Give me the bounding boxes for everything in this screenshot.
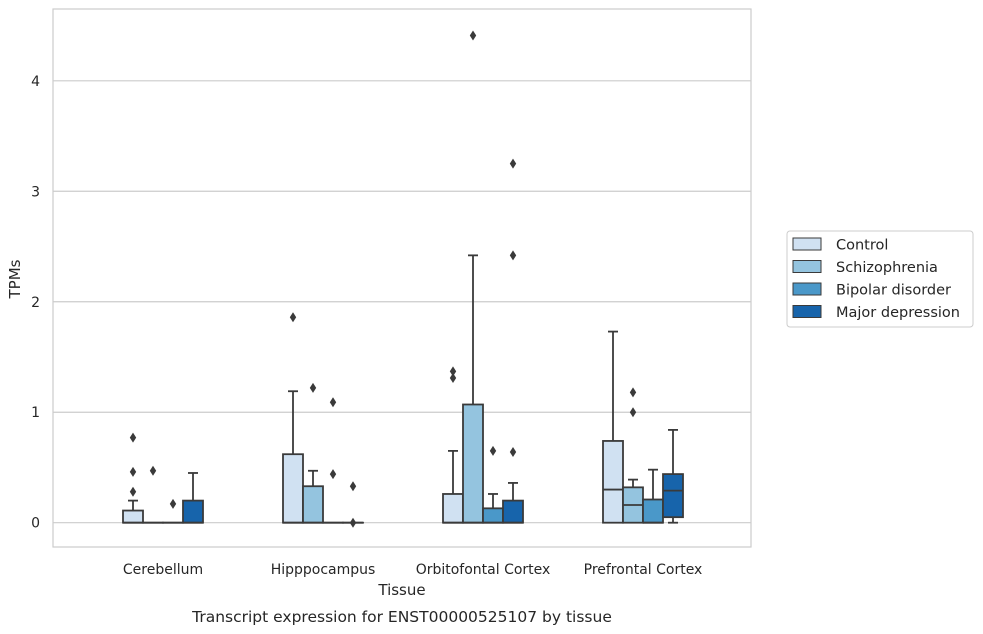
- plot-background: [53, 9, 751, 547]
- outlier-point: [129, 466, 137, 477]
- legend-label: Major depression: [836, 305, 960, 321]
- box-control: [282, 312, 304, 524]
- outlier-point: [289, 312, 297, 323]
- outlier-point: [489, 445, 497, 456]
- boxes: [122, 30, 684, 528]
- legend-frame: [786, 230, 974, 328]
- box: [122, 509, 144, 524]
- legend: Control Schizophrenia Bipolar disorder Majo…: [786, 230, 974, 328]
- x-tick-labels: Cerebellum Hipppocampus Orbitofontal Corte…: [123, 562, 702, 578]
- outlier-point: [509, 250, 517, 261]
- x-tick-label: Orbitofontal Cortex: [416, 562, 551, 578]
- legend-swatch: [792, 282, 822, 296]
- outlier-point: [509, 446, 517, 457]
- box: [662, 473, 684, 519]
- legend-swatch: [792, 260, 822, 273]
- x-tick-label: Prefrontal Cortex: [584, 562, 703, 578]
- legend-swatch: [792, 237, 822, 251]
- outlier-point: [349, 517, 357, 528]
- box: [482, 507, 504, 524]
- legend-label: Schizophrenia: [836, 260, 938, 276]
- plot-frame: [52, 8, 752, 548]
- outlier-point: [149, 465, 157, 476]
- legend-swatch: [792, 305, 822, 318]
- outlier-point: [169, 498, 177, 509]
- x-tick-label: Cerebellum: [123, 562, 203, 578]
- outlier-point: [629, 387, 637, 398]
- y-tick-labels: 0 1 2 3 4: [31, 74, 40, 532]
- box-schizophrenia: [462, 30, 484, 524]
- box: [282, 453, 304, 524]
- outlier-point: [129, 432, 137, 443]
- box-control: [122, 432, 144, 524]
- box: [462, 403, 484, 524]
- box: [502, 499, 524, 524]
- y-tick-label: 0: [31, 516, 40, 532]
- x-axis-label: Tissue: [377, 581, 425, 599]
- outlier-point: [449, 366, 457, 377]
- box: [182, 499, 204, 524]
- box: [302, 485, 324, 524]
- box-schizophrenia: [622, 387, 644, 524]
- y-tick-label: 3: [31, 184, 40, 200]
- box: [442, 493, 464, 524]
- y-tick-label: 1: [31, 405, 40, 421]
- outlier-point: [329, 397, 337, 408]
- outlier-point: [329, 469, 337, 480]
- x-tick-label: Hipppocampus: [271, 562, 376, 578]
- box-major-depression: [502, 158, 524, 524]
- box-control: [602, 330, 624, 524]
- box-major-depression: [182, 472, 204, 524]
- outlier-point: [469, 30, 477, 41]
- outlier-point: [309, 382, 317, 393]
- box: [642, 498, 664, 524]
- outlier-point: [129, 486, 137, 497]
- outlier-point: [349, 481, 357, 492]
- box: [602, 440, 624, 524]
- outlier-point: [509, 158, 517, 169]
- y-axis-label: TPMs: [6, 259, 24, 299]
- legend-label: Bipolar disorder: [836, 283, 951, 299]
- box-major-depression: [342, 481, 364, 528]
- box-major-depression: [662, 428, 684, 524]
- box-schizophrenia: [302, 382, 324, 524]
- y-tick-label: 2: [31, 295, 40, 311]
- legend-label: Control: [836, 238, 888, 254]
- outlier-point: [449, 372, 457, 383]
- outlier-point: [629, 407, 637, 418]
- y-tick-label: 4: [31, 74, 40, 90]
- chart-caption: Transcript expression for ENST0000052510…: [191, 608, 612, 626]
